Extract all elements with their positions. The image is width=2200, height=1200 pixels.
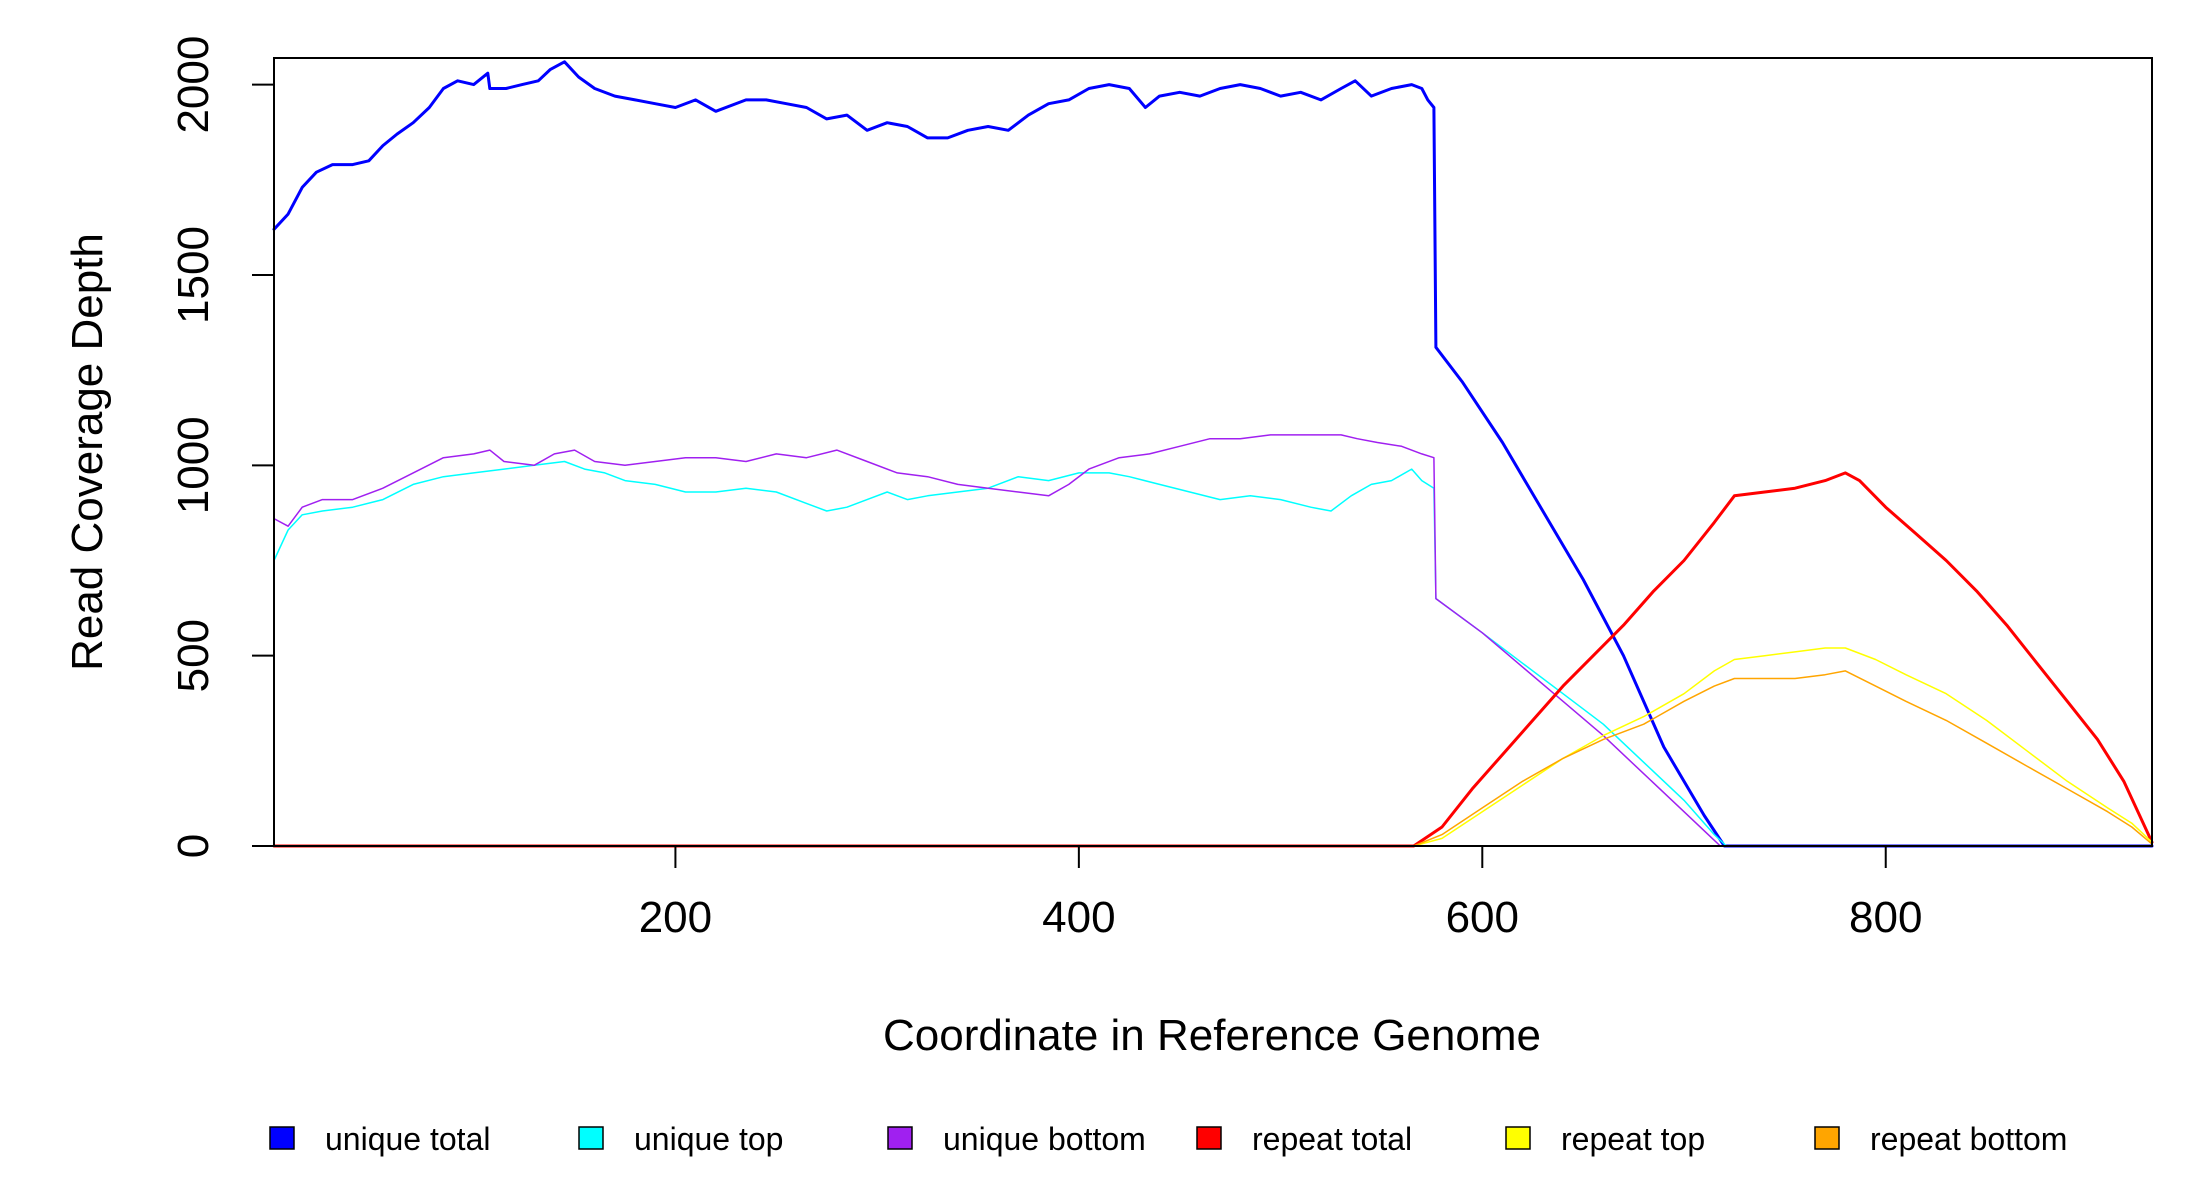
x-tick-label: 600 [1446,893,1519,942]
x-axis-title: Coordinate in Reference Genome [883,1011,1541,1060]
y-tick-label: 2000 [169,36,218,134]
y-tick-label: 1000 [169,416,218,514]
legend-swatch [578,1126,604,1150]
y-axis-title: Read Coverage Depth [63,233,112,671]
x-tick-label: 200 [639,893,712,942]
legend: unique total unique top unique bottom repea… [269,1121,2067,1157]
legend-swatch [1196,1126,1222,1150]
legend-item-repeat-total: repeat total [1196,1121,1412,1157]
series-line-repeat-top [273,647,2153,847]
legend-label: repeat top [1561,1121,1705,1157]
legend-item-repeat-top: repeat top [1505,1121,1705,1157]
legend-item-unique-bottom: unique bottom [887,1121,1146,1157]
x-axis: 200 400 600 800 [639,846,1922,942]
series-layer [272,60,2154,848]
legend-swatch [1814,1126,1840,1150]
y-tick-label: 1500 [169,226,218,324]
plot-frame [273,57,2153,847]
y-tick-label: 0 [169,834,218,858]
legend-label: unique bottom [943,1121,1146,1157]
legend-swatch [269,1126,295,1150]
x-tick-label: 800 [1849,893,1922,942]
legend-swatch [1505,1126,1531,1150]
x-tick-label: 400 [1042,893,1115,942]
series-line-unique-total [272,60,2154,848]
y-tick-label: 500 [169,619,218,692]
series-line-unique-bottom [273,434,2153,847]
legend-item-unique-top: unique top [578,1121,783,1157]
series-line-repeat-total [272,471,2154,848]
y-axis: 0 500 1000 1500 2000 [169,36,274,858]
legend-label: unique top [634,1121,783,1157]
legend-label: unique total [325,1121,490,1157]
legend-swatch [887,1126,913,1150]
legend-label: repeat bottom [1870,1121,2067,1157]
series-line-repeat-bottom [273,670,2153,847]
legend-item-repeat-bottom: repeat bottom [1814,1121,2067,1157]
legend-item-unique-total: unique total [269,1121,490,1157]
legend-label: repeat total [1252,1121,1412,1157]
